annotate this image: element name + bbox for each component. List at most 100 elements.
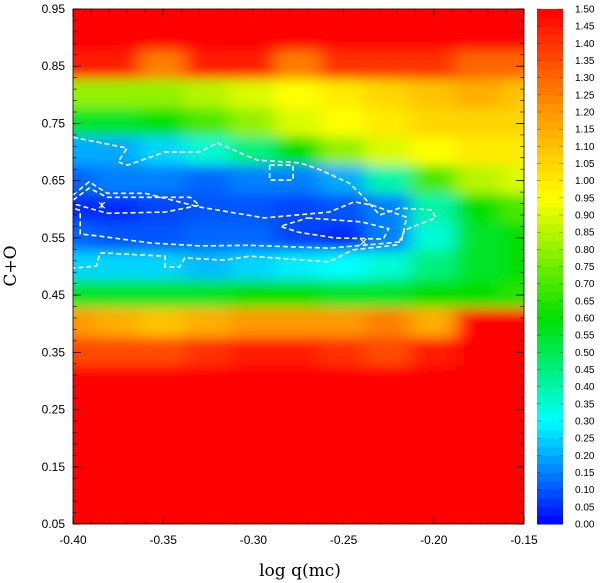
heatmap-cell [184,251,232,282]
heatmap-cell [73,337,97,368]
heatmap-cell [229,337,277,368]
heatmap-cell [320,22,368,53]
heatmap-cell [94,79,142,111]
heatmap-cell [500,308,524,340]
heatmap-cell [320,308,368,340]
heatmap-cell [94,279,142,311]
colorbar-swatch [537,17,563,27]
colorbar-swatch [537,412,563,422]
heatmap-cell [274,279,323,311]
heatmap-cell [320,365,368,397]
heatmap-cell [455,279,503,311]
colorbar-swatch [537,506,563,516]
y-tick-label: 0.75 [42,116,66,130]
colorbar-swatch [537,395,563,405]
heatmap-cell [410,422,458,454]
heatmap-cell [500,480,524,511]
colorbar-swatch [537,240,563,250]
colorbar-tick-label: 1.40 [575,39,595,50]
colorbar-tick-label: 0.75 [575,262,595,273]
colorbar-swatch [537,378,563,388]
heatmap-cell [94,480,142,511]
colorbar-swatch [537,309,563,319]
heatmap-cell [320,79,368,111]
heatmap-cell [94,9,142,25]
heatmap-cell [500,9,524,25]
heatmap-cell [410,279,458,311]
colorbar-swatch [537,446,563,456]
colorbar-swatch [537,438,563,448]
colorbar-tick-label: 1.25 [575,90,595,101]
heatmap-cell [500,108,524,139]
heatmap-cell [139,480,187,511]
heatmap-cell [73,251,97,282]
colorbar-swatch [537,275,563,285]
colorbar-tick-label: 0.45 [575,365,595,376]
heatmap-cell [184,222,232,254]
heatmap-cell [365,79,413,111]
heatmap-cell [229,22,277,53]
colorbar-swatch [537,154,563,164]
heatmap-cell [139,279,187,311]
heatmap-cell [73,365,97,397]
heatmap-cell [274,508,323,524]
colorbar-swatch [537,112,563,122]
contour-line [268,164,294,181]
colorbar-swatch [537,9,563,19]
colorbar-swatch [537,86,563,96]
heatmap-cell [320,50,368,82]
heatmap-cell [365,165,413,196]
markers [98,201,367,246]
colorbar-swatch [537,343,563,353]
colorbar-tick-label: 0.05 [575,502,595,513]
heatmap-cell [229,165,277,196]
heatmap-cell [455,136,503,168]
heatmap-cell [274,9,323,25]
heatmap-cell [320,394,368,425]
heatmap-cell [184,279,232,311]
heatmap-cell [94,193,142,225]
heatmap-cell [139,22,187,53]
x-tick-label: -0.30 [240,533,268,547]
heatmap-cell [320,222,368,254]
heatmap-cell [73,279,97,311]
heatmap-cell [410,451,458,483]
heatmap-cell [365,50,413,82]
heatmap-cell [500,165,524,196]
colorbar-swatch [537,421,563,431]
colorbar-tick-label: 0.85 [575,228,595,239]
heatmap-cell [139,451,187,483]
y-tick-label: 0.55 [42,231,66,245]
marker-star [98,201,106,209]
y-tick-label: 0.05 [42,517,66,531]
heatmap-cell [73,193,97,225]
heatmap-cell [94,251,142,282]
heatmap-cell [274,422,323,454]
heatmap-cell [184,337,232,368]
heatmap-cell [500,136,524,168]
heatmap-cell [274,79,323,111]
y-tick-label: 0.15 [42,460,66,474]
heatmap-cell [139,422,187,454]
colorbar-tick-label: 0.95 [575,193,595,204]
heatmap-cell [94,50,142,82]
heatmap-cell [500,279,524,311]
heatmap-cell [320,136,368,168]
heatmap-cell [320,165,368,196]
heatmap-cell [455,337,503,368]
heatmap-cell [139,394,187,425]
heatmap-cell [320,480,368,511]
heatmap-cell [139,79,187,111]
heatmap-cell [94,451,142,483]
colorbar-tick-label: 1.30 [575,73,595,84]
heatmap-cell [73,508,97,524]
heatmap-cell [73,480,97,511]
colorbar-swatch [537,60,563,70]
heatmap-cell [229,451,277,483]
heatmap-cell [139,337,187,368]
y-tick-label: 0.85 [42,59,66,73]
heatmap-cell [274,337,323,368]
x-tick-label: -0.15 [510,533,538,547]
heatmap-cell [73,79,97,111]
colorbar-tick-label: 0.60 [575,314,595,325]
